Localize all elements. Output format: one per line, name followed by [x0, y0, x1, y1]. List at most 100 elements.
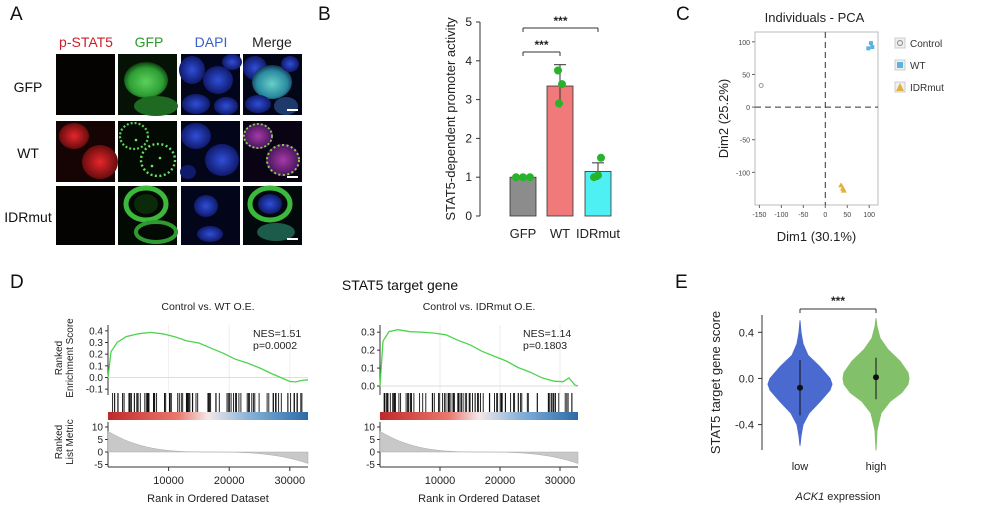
- significance-label: ***: [534, 38, 548, 52]
- x-tick-label: WT: [550, 226, 570, 241]
- y-tick-label: 3: [465, 93, 472, 107]
- legend-marker-idrmut: [896, 83, 904, 91]
- x-tick-label: -150: [752, 212, 766, 219]
- data-point: [597, 153, 605, 162]
- scale-bar: [287, 109, 298, 111]
- legend-label-idrmut: IDRmut: [910, 83, 944, 94]
- y-tick-label: -0.4: [735, 420, 754, 432]
- microscopy-panel: p-STAT5 GFP DAPI Merge GFP WT IDRmut: [4, 34, 302, 245]
- es-tick-label: -0.1: [86, 385, 104, 396]
- pca-scatter-chart: Individuals - PCA -150 -100 -50 0 50 100 100 50 0…: [716, 10, 944, 244]
- x-tick-label: GFP: [510, 226, 537, 241]
- image-wt-gfp: [118, 121, 177, 182]
- panel-label-c: C: [676, 4, 690, 25]
- metric-ylabel-line2: List Metric: [65, 419, 76, 465]
- y-tick-label: 2: [465, 131, 472, 145]
- y-axis-title: Dim2 (25.2%): [716, 79, 731, 158]
- gsea-subtitle: Control vs. WT O.E.: [161, 301, 254, 313]
- y-tick-label: 0.0: [739, 373, 754, 385]
- point-wt: [868, 41, 873, 46]
- enrichment-ylabel-line1: Ranked: [54, 341, 65, 375]
- gene-name: ACK1: [794, 491, 824, 503]
- metric-tick-label: 10: [364, 423, 376, 434]
- legend-marker-wt: [897, 62, 903, 68]
- violin-median-point: [873, 374, 879, 381]
- panel-label-a: A: [10, 4, 23, 25]
- y-tick-label: -50: [740, 138, 750, 145]
- data-point: [555, 99, 563, 108]
- x-tick-label: 30000: [275, 475, 306, 487]
- x-tick-label: 20000: [485, 475, 516, 487]
- x-tick-label: high: [866, 461, 887, 473]
- x-tick-label: 0: [823, 212, 827, 219]
- nes-label: NES=1.51: [253, 328, 301, 340]
- x-tick-label: 20000: [214, 475, 245, 487]
- data-point: [554, 66, 562, 75]
- gsea-subtitle: Control vs. IDRmut O.E.: [423, 301, 536, 313]
- x-tick-label: IDRmut: [576, 226, 620, 241]
- image-wt-dapi: [180, 121, 240, 182]
- es-tick-label: 0.3: [361, 328, 375, 339]
- ranked-metric-area: [379, 430, 579, 464]
- y-tick-label: 0.4: [739, 327, 754, 339]
- data-point: [526, 173, 534, 182]
- data-point: [594, 171, 602, 180]
- image-idrmut-gfp: [118, 185, 178, 245]
- bar-chart-promoter-activity: 0 1 2 3 4 5 STAT5-dependent promoter activity G…: [443, 14, 620, 241]
- y-tick-label: 50: [742, 72, 750, 79]
- col-header-pstat5: p-STAT5: [59, 34, 113, 50]
- violin-chart-target-score: 0.4 0.0 -0.4 STAT5 target gene score low high…: [708, 294, 910, 503]
- legend-label-wt: WT: [910, 61, 926, 72]
- data-point: [558, 80, 566, 89]
- es-tick-label: 0.1: [361, 364, 375, 375]
- x-axis-title: Rank in Ordered Dataset: [147, 493, 269, 505]
- es-tick-label: 0.0: [89, 373, 103, 384]
- col-header-gfp: GFP: [135, 34, 164, 50]
- bar-gfp: [509, 176, 537, 217]
- legend-label-control: Control: [910, 39, 942, 50]
- ranked-metric-area: [107, 430, 309, 464]
- p-value-label: p=0.0002: [253, 340, 297, 352]
- metric-tick-label: 10: [92, 423, 104, 434]
- x-tick-label: 50: [843, 212, 851, 219]
- x-tick-label: low: [792, 461, 809, 473]
- metric-tick-label: -5: [94, 460, 103, 471]
- image-wt-merge: [243, 121, 302, 182]
- es-tick-label: 0.4: [89, 326, 103, 337]
- col-header-merge: Merge: [252, 34, 292, 50]
- data-point: [512, 173, 520, 182]
- rank-colorbar: [108, 412, 308, 420]
- plot-frame: [754, 31, 879, 206]
- y-tick-label: 0: [465, 209, 472, 223]
- y-tick-label: 5: [465, 15, 472, 29]
- significance-label: ***: [553, 14, 567, 28]
- row-label-idrmut: IDRmut: [4, 209, 52, 225]
- image-wt-pstat5: [56, 121, 118, 182]
- gene-hit-barcode: [112, 393, 303, 412]
- metric-tick-label: 0: [97, 448, 103, 459]
- x-axis-title: Dim1 (30.1%): [777, 229, 856, 244]
- es-tick-label: 0.1: [89, 361, 103, 372]
- data-point: [519, 173, 527, 182]
- legend-key-box: [894, 37, 906, 49]
- metric-tick-label: 5: [97, 435, 103, 446]
- image-gfp-dapi: [179, 54, 242, 115]
- enrichment-curve: [379, 329, 579, 387]
- y-axis-title: STAT5 target gene score: [708, 311, 723, 454]
- panel-label-d: D: [10, 272, 24, 293]
- metric-ylabel-line1: Ranked: [54, 425, 65, 459]
- image-idrmut-pstat5: [56, 186, 115, 245]
- scale-bar: [287, 238, 298, 240]
- x-tick-label: 10000: [153, 475, 184, 487]
- image-gfp-pstat5: [56, 54, 115, 115]
- point-control: [758, 83, 764, 89]
- es-tick-label: 0.2: [89, 350, 103, 361]
- y-tick-label: -100: [736, 170, 750, 177]
- panel-label-b: B: [318, 4, 331, 25]
- metric-tick-label: 0: [369, 448, 375, 459]
- scale-bar: [287, 176, 298, 178]
- y-tick-label: 1: [465, 170, 472, 184]
- panel-label-e: E: [675, 272, 688, 293]
- image-gfp-merge: [243, 54, 302, 115]
